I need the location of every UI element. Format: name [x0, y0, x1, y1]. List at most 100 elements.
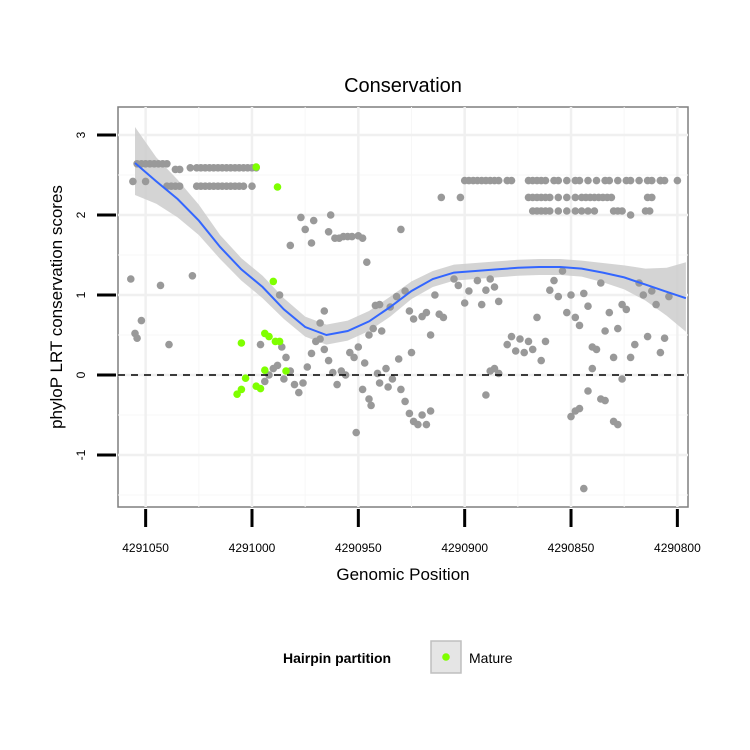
data-point: [507, 332, 516, 341]
data-point: [528, 345, 537, 354]
data-point: [405, 409, 414, 418]
data-point: [588, 364, 597, 373]
data-point: [186, 164, 195, 172]
data-point: [656, 348, 665, 357]
data-point: [618, 375, 626, 383]
mature-point: [282, 367, 290, 375]
data-point: [282, 353, 290, 362]
data-point: [645, 207, 654, 215]
data-point: [460, 299, 469, 307]
data-point: [397, 225, 405, 234]
data-point: [320, 345, 329, 354]
data-point: [643, 332, 652, 341]
data-point: [626, 353, 635, 362]
data-point: [605, 308, 614, 317]
data-point: [580, 289, 588, 298]
data-point: [141, 177, 150, 186]
data-point: [365, 331, 373, 339]
data-point: [626, 176, 635, 185]
data-point: [256, 340, 265, 349]
data-point: [454, 281, 463, 290]
data-point: [405, 307, 414, 315]
data-point: [554, 292, 563, 301]
data-point: [418, 411, 426, 419]
data-point: [426, 407, 435, 415]
data-point: [546, 193, 554, 202]
data-point: [337, 367, 346, 375]
data-point: [280, 375, 288, 383]
data-point: [324, 228, 333, 236]
confidence-ribbon-layer: [135, 127, 686, 345]
data-point: [571, 207, 580, 215]
data-point: [533, 313, 541, 322]
data-point: [554, 176, 563, 185]
data-point: [354, 343, 363, 351]
x-tick-label: 4290800: [654, 541, 701, 555]
data-point: [494, 297, 503, 306]
y-tick-label: 0: [74, 371, 88, 378]
data-point: [592, 176, 601, 185]
data-point: [358, 385, 367, 394]
data-point: [348, 232, 356, 241]
mature-point: [233, 390, 241, 399]
data-point: [601, 327, 609, 335]
data-point: [175, 165, 184, 174]
data-point: [482, 391, 490, 399]
data-point: [618, 207, 626, 215]
data-point: [401, 397, 409, 406]
data-point: [494, 176, 503, 185]
plot-background: [117, 106, 689, 508]
data-point: [541, 337, 550, 346]
data-point: [609, 353, 618, 362]
data-point: [507, 176, 516, 185]
data-point: [407, 348, 416, 357]
data-point: [524, 337, 533, 346]
data-point: [563, 176, 571, 185]
data-point: [486, 275, 495, 283]
data-point: [320, 307, 329, 315]
data-point: [414, 420, 422, 429]
mature-point: [269, 277, 278, 286]
data-point: [382, 364, 390, 373]
data-point: [426, 331, 435, 339]
data-point: [648, 193, 656, 202]
data-point: [137, 316, 146, 325]
data-point: [307, 349, 316, 358]
mature-point: [261, 366, 269, 375]
data-point: [575, 404, 584, 413]
data-point: [409, 315, 418, 323]
data-point: [648, 176, 656, 185]
data-point: [422, 308, 431, 317]
data-point: [575, 176, 584, 185]
data-point: [439, 313, 448, 322]
data-point: [584, 387, 592, 395]
data-point: [437, 193, 446, 202]
data-point: [584, 176, 592, 185]
data-point: [511, 347, 520, 355]
mature-point: [237, 339, 246, 347]
y-tick-label: 1: [74, 291, 88, 298]
data-point: [546, 207, 554, 215]
data-point: [309, 216, 318, 225]
data-point: [301, 225, 310, 234]
data-point: [373, 369, 382, 378]
y-axis-title: phyloP LRT conservation scores: [47, 185, 66, 429]
mature-point: [275, 337, 284, 346]
data-point: [652, 300, 660, 309]
data-point: [326, 211, 335, 219]
data-point: [369, 324, 378, 333]
data-point: [554, 207, 563, 215]
x-tick-label: 4291050: [122, 541, 169, 555]
data-point: [239, 182, 248, 190]
data-point: [665, 292, 673, 301]
data-point: [660, 334, 669, 343]
data-point: [516, 335, 524, 343]
data-point: [392, 292, 401, 301]
mature-point: [241, 374, 250, 383]
data-point: [605, 176, 614, 185]
data-point: [520, 348, 528, 357]
data-point: [592, 345, 601, 354]
data-point: [550, 276, 558, 285]
data-point: [127, 275, 135, 283]
data-point: [563, 193, 571, 202]
